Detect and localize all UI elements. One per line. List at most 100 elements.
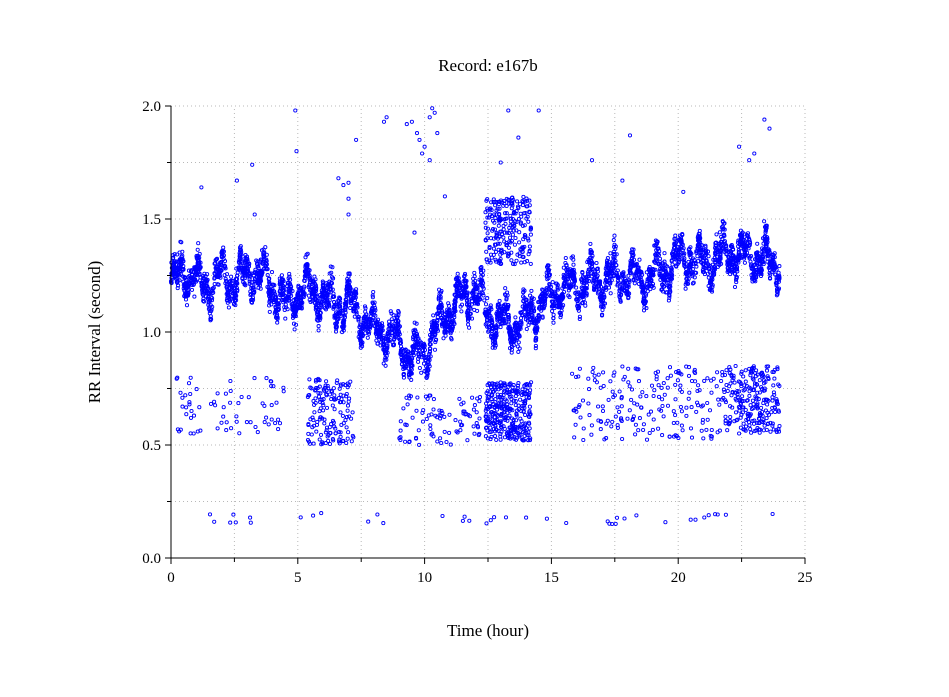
data-point <box>413 328 418 334</box>
data-point <box>585 260 590 265</box>
data-point <box>533 346 538 351</box>
data-point <box>734 280 739 285</box>
data-point <box>606 270 611 275</box>
data-point <box>195 247 200 252</box>
data-point <box>488 212 493 217</box>
data-point <box>519 260 524 265</box>
data-point <box>680 257 685 262</box>
data-point <box>419 353 424 358</box>
data-point <box>466 322 471 327</box>
data-point <box>577 316 582 322</box>
data-point <box>485 394 490 399</box>
data-point <box>367 326 372 331</box>
data-point <box>332 304 337 309</box>
data-point <box>511 228 516 233</box>
data-point <box>354 304 360 309</box>
data-point <box>551 316 556 321</box>
data-point <box>507 392 512 397</box>
data-point <box>764 246 769 251</box>
data-point <box>332 424 337 429</box>
data-point <box>335 311 340 317</box>
data-point <box>234 298 239 303</box>
data-point <box>769 264 774 269</box>
data-point <box>641 299 647 304</box>
data-point <box>712 257 717 263</box>
data-point <box>494 437 499 442</box>
data-point <box>462 271 468 276</box>
data-point <box>233 295 238 300</box>
data-point <box>523 412 528 418</box>
data-point <box>743 239 748 244</box>
data-point <box>414 347 419 353</box>
data-point <box>692 275 697 280</box>
data-point <box>501 223 506 228</box>
data-point <box>651 267 656 273</box>
data-point <box>517 230 522 235</box>
data-point <box>702 272 707 277</box>
data-point <box>487 244 492 249</box>
data-point <box>556 305 561 310</box>
data-point <box>370 295 375 300</box>
data-point <box>378 343 383 348</box>
data-point <box>772 251 777 256</box>
data-point <box>441 318 446 323</box>
data-point <box>189 287 195 292</box>
data-point <box>264 266 269 271</box>
data-point <box>465 317 471 322</box>
data-point <box>345 284 350 290</box>
data-point <box>768 260 773 265</box>
data-point <box>506 245 511 250</box>
data-point <box>719 225 724 230</box>
data-point <box>302 278 307 284</box>
data-point <box>756 265 762 270</box>
data-point <box>685 279 690 284</box>
data-point <box>605 256 610 261</box>
data-point <box>435 317 440 322</box>
data-point <box>555 285 560 290</box>
data-point <box>611 265 616 270</box>
data-point <box>602 295 607 300</box>
data-point <box>695 254 700 259</box>
data-point <box>767 275 773 280</box>
data-point <box>521 294 526 299</box>
data-point <box>441 336 446 341</box>
data-point <box>504 296 509 301</box>
data-point <box>714 240 719 246</box>
data-point <box>493 434 498 439</box>
data-point <box>510 416 515 421</box>
data-point <box>710 277 715 282</box>
data-point <box>549 289 554 294</box>
data-point <box>512 434 517 440</box>
data-point <box>566 277 571 282</box>
data-point <box>239 249 244 254</box>
data-point <box>440 310 445 315</box>
data-point <box>595 291 600 296</box>
data-point <box>467 325 472 330</box>
data-point <box>679 239 684 245</box>
data-point <box>327 392 332 397</box>
data-point <box>496 223 501 228</box>
data-point <box>492 345 497 350</box>
data-point <box>344 414 349 420</box>
data-point <box>560 286 565 291</box>
data-point <box>503 286 508 291</box>
data-point <box>324 405 330 410</box>
data-point <box>522 244 527 249</box>
data-point <box>768 250 773 256</box>
data-point <box>522 232 527 238</box>
data-point <box>618 298 623 303</box>
data-point <box>682 260 687 265</box>
data-point <box>504 241 509 246</box>
data-point <box>648 270 653 275</box>
data-point <box>521 409 526 414</box>
data-point <box>717 261 722 266</box>
data-point <box>329 388 334 393</box>
data-point <box>754 256 759 261</box>
data-point <box>750 264 755 269</box>
data-point <box>210 286 215 291</box>
data-point <box>770 257 775 262</box>
data-point <box>507 239 512 244</box>
data-point <box>396 313 401 318</box>
data-point <box>363 306 368 311</box>
data-point <box>747 236 752 241</box>
